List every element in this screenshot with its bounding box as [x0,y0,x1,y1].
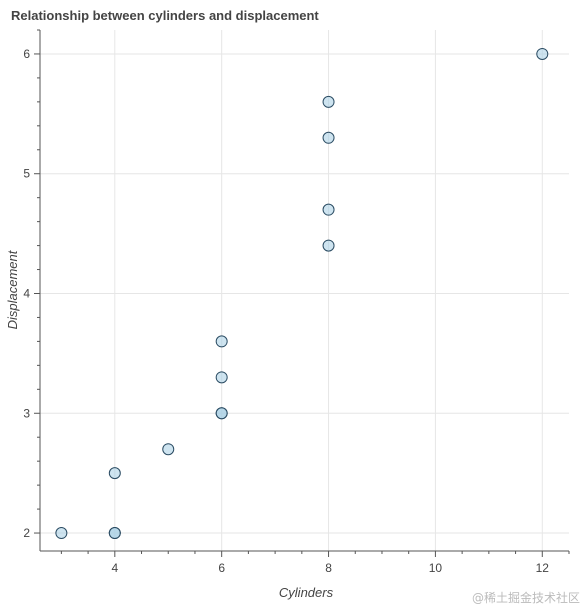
data-point [215,407,228,420]
watermark: @稀土掘金技术社区 [472,590,580,605]
data-point [215,335,228,348]
x-tick-label: 10 [429,561,443,575]
data-point [215,371,228,384]
y-tick-label: 5 [23,167,30,181]
y-tick-label: 2 [23,526,30,540]
x-tick-label: 6 [218,561,225,575]
grid-lines [40,30,569,551]
x-tick-label: 12 [536,561,550,575]
data-point [322,239,335,252]
data-point [322,95,335,108]
data-point [162,443,175,456]
axes: 4 6 8 10 12 2 3 4 5 6 [23,29,570,575]
y-tick-label: 6 [23,47,30,61]
y-tick-label: 3 [23,406,30,420]
y-tick-label: 4 [23,286,30,300]
chart-title: Relationship between cylinders and displ… [11,8,319,23]
y-axis-label: Displacement [5,249,20,329]
data-point [322,131,335,144]
data-point [55,527,68,540]
data-point [108,527,121,540]
data-point [322,203,335,216]
x-tick-label: 4 [111,561,118,575]
x-axis-label: Cylinders [279,585,334,600]
data-points [55,47,549,540]
x-tick-label: 8 [325,561,332,575]
data-point [108,467,121,480]
data-point [536,47,549,60]
